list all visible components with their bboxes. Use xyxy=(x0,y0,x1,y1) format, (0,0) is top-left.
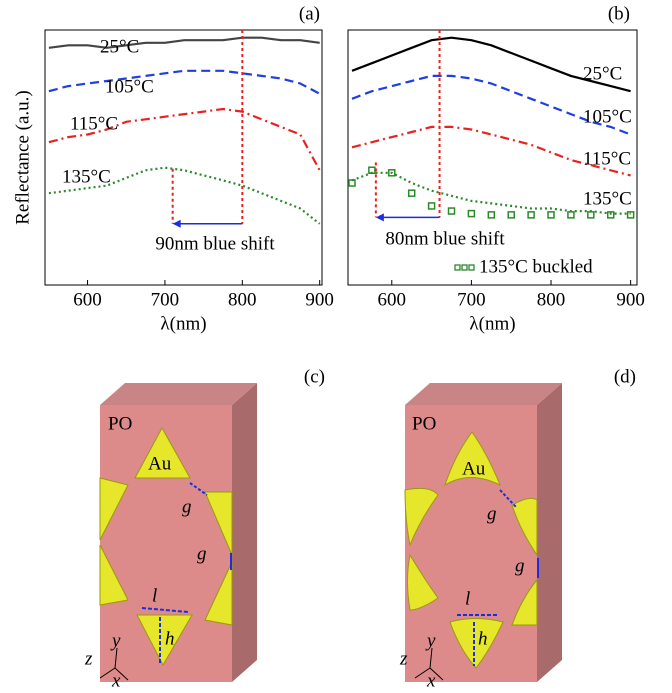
marker xyxy=(588,212,594,218)
particle-label: Au xyxy=(462,458,486,479)
shift-label: 90nm blue shift xyxy=(155,233,275,254)
axis-label: y xyxy=(425,630,436,651)
series-line xyxy=(49,71,320,94)
legend-label: 135°C buckled xyxy=(479,256,593,277)
shift-label: 80nm blue shift xyxy=(385,228,505,249)
chart: (a) λ(nm) Reflectance (a.u.) 600 700 800 900 25… xyxy=(12,3,334,334)
marker xyxy=(508,212,514,218)
marker xyxy=(429,203,435,209)
marker xyxy=(528,212,534,218)
box-side xyxy=(537,383,562,682)
x-tick-label: 700 xyxy=(457,289,486,310)
x-tick-label: 900 xyxy=(305,289,334,310)
gap-label: g xyxy=(182,496,192,517)
figure: (c) PO Au g g l h z y x (d) PO Au g g l … xyxy=(0,0,672,693)
shift-arrow-head xyxy=(376,213,384,221)
gap-label: g xyxy=(197,543,207,564)
axis-label: x xyxy=(111,670,121,691)
height-label: h xyxy=(165,628,175,649)
series-label: 115°C xyxy=(583,148,631,169)
axis-label: z xyxy=(84,648,93,669)
series-label: 105°C xyxy=(105,76,154,97)
matrix-label: PO xyxy=(412,413,436,434)
diagram-d: (d) PO Au g g l h z y x xyxy=(399,366,636,691)
marker xyxy=(628,212,634,218)
marker xyxy=(349,180,355,186)
shift-arrow-head xyxy=(173,220,181,228)
series-line xyxy=(49,38,320,48)
length-label: l xyxy=(152,585,157,606)
marker xyxy=(548,212,554,218)
series-label: 105°C xyxy=(583,106,632,127)
particle-label: Au xyxy=(148,453,172,474)
series-label: 25°C xyxy=(583,63,622,84)
length-label: l xyxy=(465,588,470,609)
marker xyxy=(468,211,474,217)
marker xyxy=(409,190,415,196)
legend-marker xyxy=(469,265,474,270)
gap-label: g xyxy=(515,555,525,576)
axis-label: x xyxy=(426,670,436,691)
marker xyxy=(488,212,494,218)
height-label: h xyxy=(478,628,488,649)
axis-label: z xyxy=(399,648,408,669)
diagram-c: (c) PO Au g g l h z y x xyxy=(84,366,325,691)
panel-label: (c) xyxy=(304,366,325,387)
x-tick-label: 600 xyxy=(378,289,407,310)
marker xyxy=(448,208,454,214)
x-axis-label: λ(nm) xyxy=(160,313,206,334)
x-tick-label: 900 xyxy=(616,289,645,310)
box-side xyxy=(232,383,257,682)
marker xyxy=(568,212,574,218)
x-tick-label: 800 xyxy=(228,289,257,310)
chart: (b) λ(nm) 600 700 800 900 25°C 105°C 115°C 135°C 1… xyxy=(348,3,645,334)
panel-label: (d) xyxy=(614,366,636,387)
box-top xyxy=(100,383,257,405)
x-axis-label: λ(nm) xyxy=(469,313,515,334)
matrix-label: PO xyxy=(108,413,132,434)
panel-label: (b) xyxy=(608,3,630,24)
box-top xyxy=(405,383,562,405)
x-tick-label: 800 xyxy=(537,289,566,310)
legend-marker xyxy=(455,265,460,270)
series-label: 115°C xyxy=(70,113,118,134)
series-label: 135°C xyxy=(62,166,111,187)
x-tick-label: 600 xyxy=(73,289,102,310)
series-label: 25°C xyxy=(100,36,139,57)
axis-label: y xyxy=(110,630,121,651)
gap-label: g xyxy=(487,503,497,524)
legend-marker xyxy=(462,265,467,270)
panel-label: (a) xyxy=(299,3,320,24)
y-axis-label: Reflectance (a.u.) xyxy=(12,90,33,225)
series-label: 135°C xyxy=(583,188,632,209)
x-tick-label: 700 xyxy=(151,289,180,310)
